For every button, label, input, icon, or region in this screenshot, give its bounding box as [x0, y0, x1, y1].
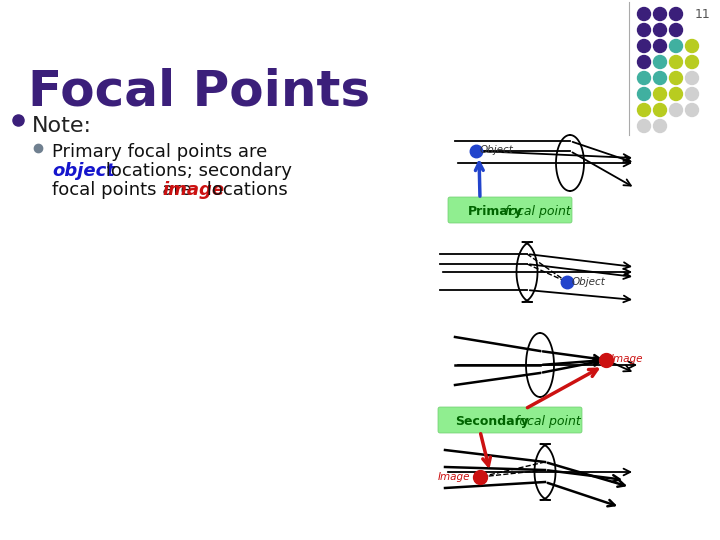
Circle shape — [685, 104, 698, 117]
Circle shape — [654, 71, 667, 84]
Circle shape — [654, 8, 667, 21]
Circle shape — [670, 56, 683, 69]
Circle shape — [670, 39, 683, 52]
Circle shape — [654, 119, 667, 132]
Text: Object: Object — [572, 277, 606, 287]
Text: focal point: focal point — [515, 415, 581, 428]
Circle shape — [670, 104, 683, 117]
Circle shape — [637, 119, 650, 132]
Circle shape — [637, 8, 650, 21]
Circle shape — [637, 71, 650, 84]
Circle shape — [654, 87, 667, 100]
Circle shape — [637, 56, 650, 69]
Circle shape — [654, 104, 667, 117]
Text: image: image — [162, 181, 224, 199]
Circle shape — [685, 71, 698, 84]
Text: Image: Image — [438, 472, 470, 482]
Text: Primary focal points are: Primary focal points are — [52, 143, 267, 161]
Text: object: object — [52, 162, 115, 180]
Circle shape — [670, 24, 683, 37]
Text: Note:: Note: — [32, 116, 92, 136]
Text: Primary: Primary — [467, 205, 523, 218]
Text: Secondary: Secondary — [455, 415, 529, 428]
Circle shape — [654, 56, 667, 69]
Text: Image: Image — [611, 354, 644, 364]
Circle shape — [654, 39, 667, 52]
Text: focal point: focal point — [505, 205, 571, 218]
Circle shape — [685, 87, 698, 100]
Circle shape — [637, 39, 650, 52]
Text: locations: locations — [201, 181, 288, 199]
Circle shape — [685, 39, 698, 52]
Circle shape — [637, 87, 650, 100]
Circle shape — [670, 8, 683, 21]
Text: 11: 11 — [694, 8, 710, 21]
Circle shape — [670, 71, 683, 84]
Circle shape — [637, 24, 650, 37]
Text: Object: Object — [480, 145, 514, 155]
Text: locations; secondary: locations; secondary — [100, 162, 292, 180]
Text: Focal Points: Focal Points — [28, 68, 370, 116]
FancyBboxPatch shape — [438, 407, 582, 433]
Circle shape — [685, 56, 698, 69]
FancyBboxPatch shape — [448, 197, 572, 223]
Circle shape — [654, 24, 667, 37]
Circle shape — [637, 104, 650, 117]
Circle shape — [670, 87, 683, 100]
Text: focal points are: focal points are — [52, 181, 197, 199]
